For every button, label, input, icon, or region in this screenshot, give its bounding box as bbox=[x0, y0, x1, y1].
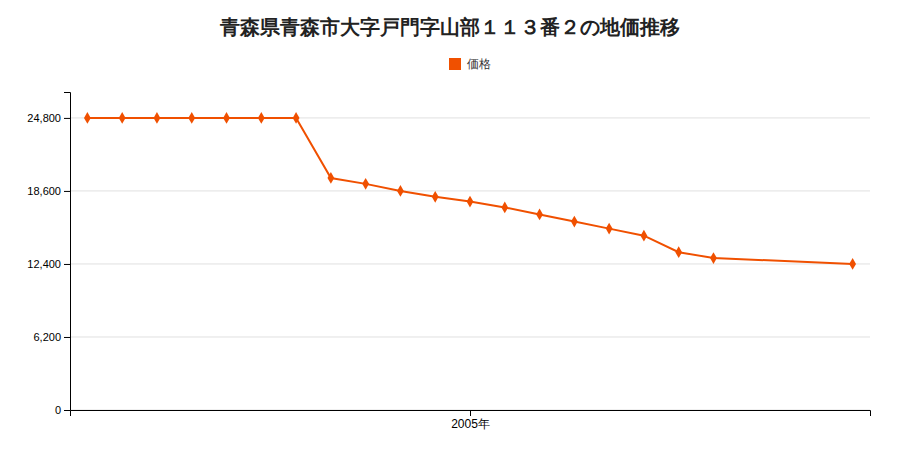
y-tick-label: 24,800 bbox=[27, 112, 61, 124]
x-tick-mark bbox=[470, 410, 471, 416]
marker bbox=[258, 112, 265, 124]
y-tick-mark bbox=[64, 264, 70, 265]
legend: 価格 bbox=[449, 57, 491, 71]
legend-label: 価格 bbox=[467, 57, 491, 71]
marker bbox=[327, 172, 334, 184]
y-tick-label: 18,600 bbox=[27, 185, 61, 197]
y-tick-mark bbox=[64, 337, 70, 338]
marker bbox=[119, 112, 126, 124]
y-tick-mark bbox=[64, 191, 70, 192]
y-tick-mark bbox=[64, 118, 70, 119]
legend-swatch bbox=[449, 58, 461, 70]
y-axis-line bbox=[64, 93, 71, 411]
line bbox=[87, 118, 852, 264]
grid-line bbox=[70, 263, 870, 264]
plot-area bbox=[84, 112, 856, 270]
marker bbox=[397, 185, 404, 197]
legend-item: 価格 bbox=[449, 57, 491, 71]
marker bbox=[536, 209, 543, 221]
grid bbox=[70, 118, 870, 410]
y-tick: 18,600 bbox=[27, 185, 70, 197]
marker bbox=[501, 202, 508, 214]
marker bbox=[641, 230, 648, 242]
x-axis: 2005年 bbox=[71, 410, 871, 431]
marker bbox=[849, 258, 856, 270]
grid-line bbox=[70, 190, 870, 191]
marker bbox=[223, 112, 230, 124]
y-tick-label: 12,400 bbox=[27, 258, 61, 270]
marker bbox=[675, 246, 682, 258]
y-tick: 12,400 bbox=[27, 258, 70, 270]
x-tick: 2005年 bbox=[451, 410, 490, 431]
marker bbox=[606, 223, 613, 235]
x-tick-label: 2005年 bbox=[451, 417, 490, 431]
chart: 青森県青森市大字戸門字山部１１３番２の地価推移 2005年 0 6,200 12,400… bbox=[0, 0, 900, 450]
marker bbox=[467, 196, 474, 208]
y-axis: 0 6,200 12,400 18,600 24,800 bbox=[27, 93, 70, 417]
marker bbox=[432, 191, 439, 203]
grid-line bbox=[70, 336, 870, 337]
y-tick: 6,200 bbox=[33, 331, 70, 343]
y-tick: 24,800 bbox=[27, 112, 70, 124]
marker bbox=[710, 252, 717, 264]
marker bbox=[362, 178, 369, 190]
marker bbox=[188, 112, 195, 124]
marker bbox=[84, 112, 91, 124]
y-tick-mark bbox=[64, 410, 70, 411]
y-tick-label: 6,200 bbox=[33, 331, 61, 343]
marker bbox=[571, 216, 578, 228]
title: 青森県青森市大字戸門字山部１１３番２の地価推移 bbox=[219, 15, 680, 39]
marker bbox=[293, 112, 300, 124]
marker bbox=[154, 112, 161, 124]
y-tick-label: 0 bbox=[55, 404, 61, 416]
y-tick: 0 bbox=[55, 404, 70, 416]
x-axis-line bbox=[71, 411, 871, 417]
